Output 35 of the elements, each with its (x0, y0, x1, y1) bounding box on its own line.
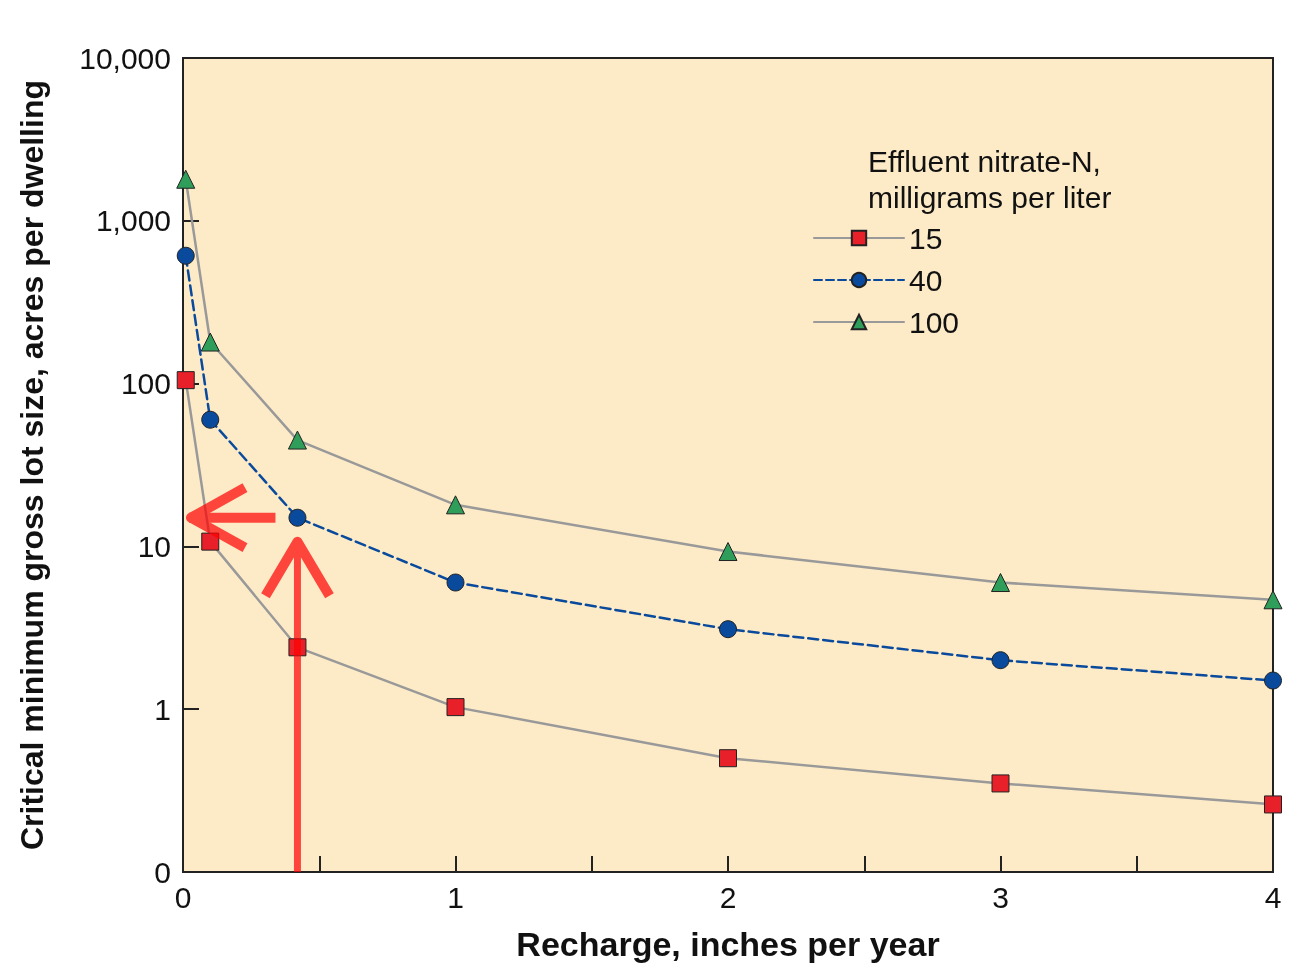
point (718, 542, 738, 562)
x-tick-label: 1 (447, 880, 464, 914)
point (991, 774, 1010, 793)
legend-title: Effluent nitrate-N, milligrams per liter (868, 144, 1112, 214)
point (1264, 795, 1282, 814)
point (991, 651, 1010, 670)
point (200, 332, 220, 352)
point (446, 495, 465, 515)
legend-label: 100 (909, 305, 960, 339)
point (287, 430, 307, 450)
point (176, 246, 195, 265)
point (201, 410, 220, 429)
y-tick-label: 100 (120, 367, 171, 401)
point (1264, 671, 1282, 690)
point (446, 573, 465, 592)
point (446, 698, 465, 717)
y-tick-label: 0 (154, 855, 171, 889)
legend-label: 15 (909, 221, 943, 255)
x-axis-title: Recharge, inches per year (516, 925, 940, 963)
legend-label: 40 (909, 263, 943, 297)
point (176, 169, 196, 189)
point (176, 371, 195, 390)
y-tick-label: 1,000 (95, 204, 171, 238)
x-tick-label: 2 (719, 880, 737, 914)
point (719, 620, 737, 639)
point (288, 508, 307, 527)
point (719, 749, 737, 768)
x-tick-label: 3 (992, 880, 1009, 914)
x-tick-label: 4 (1264, 880, 1282, 914)
point (991, 573, 1010, 593)
point (1263, 590, 1283, 610)
y-tick-label: 1 (154, 692, 171, 726)
y-axis-title: Critical minimum gross lot size, acres per dwelling (14, 80, 50, 850)
y-tick-label: 10,000 (79, 41, 171, 75)
y-tick-label: 10 (137, 529, 171, 563)
